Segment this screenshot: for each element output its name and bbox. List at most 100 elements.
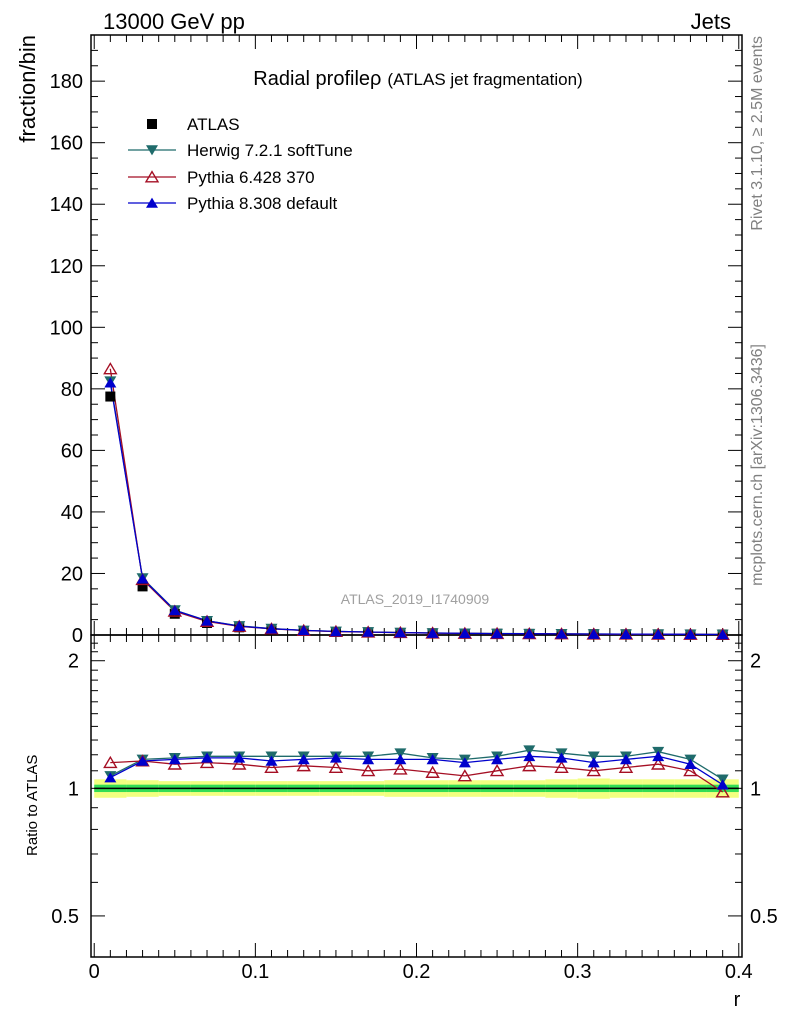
marker-triangle-down — [523, 745, 536, 756]
marker-triangle-up-open — [683, 763, 698, 777]
plot-title-symbol: ρ — [370, 68, 381, 90]
marker-triangle-up — [297, 754, 310, 765]
marker-triangle-up-open — [144, 170, 160, 183]
x-tick-label: 0.3 — [564, 961, 592, 983]
marker-triangle-up — [297, 624, 310, 636]
marker-triangle-up — [491, 754, 504, 765]
marker-triangle-up — [716, 629, 729, 640]
marker-triangle-up — [684, 628, 697, 640]
marker-triangle-down — [394, 748, 407, 759]
ratio-line-pythia6 — [110, 760, 724, 793]
marker-triangle-down — [146, 145, 158, 156]
marker-square — [137, 581, 148, 592]
marker-triangle-up — [265, 755, 278, 766]
marker-triangle-up — [652, 750, 665, 762]
plot-title: Radial profileρ (ATLAS jet fragmentation) — [253, 68, 582, 90]
marker-triangle-up — [523, 750, 536, 762]
marker-triangle-up-open — [425, 765, 440, 778]
marker-triangle-up — [201, 752, 214, 763]
y-tick-label-main: 80 — [61, 379, 83, 401]
marker-triangle-up — [491, 628, 504, 639]
marker-triangle-up — [233, 620, 246, 631]
marker-triangle-up-open — [554, 760, 569, 773]
x-tick-label: 0.4 — [725, 961, 753, 983]
marker-triangle-up-open — [360, 763, 376, 777]
y-tick-label-ratio-right: 2 — [750, 651, 761, 673]
marker-triangle-up-open — [650, 757, 666, 770]
y-tick-label-main: 180 — [50, 71, 83, 93]
marker-triangle-up — [104, 772, 117, 783]
x-tick-label: 0 — [89, 961, 100, 983]
header-energy-label: 13000 GeV pp — [103, 9, 245, 34]
marker-triangle-up — [362, 626, 375, 637]
header-process-label: Jets — [691, 9, 731, 34]
legend-label-pythia8: Pythia 8.308 default — [187, 194, 338, 213]
marker-triangle-up — [555, 628, 568, 639]
marker-triangle-up — [716, 779, 729, 790]
marker-triangle-up — [587, 628, 600, 639]
marker-triangle-down — [587, 751, 600, 762]
marker-triangle-up-open — [264, 760, 279, 773]
analysis-watermark: ATLAS_2019_I1740909 — [341, 591, 490, 607]
marker-triangle-up — [394, 627, 407, 638]
marker-triangle-up-open — [618, 760, 634, 773]
y-tick-label-main: 160 — [50, 133, 83, 155]
marker-triangle-up — [684, 758, 697, 770]
marker-triangle-up — [619, 754, 632, 765]
ratio-series — [103, 745, 730, 798]
x-tick-label: 0.1 — [241, 961, 269, 983]
y-tick-label-ratio-right: 0.5 — [750, 906, 778, 928]
plot-title-main: Radial profile — [253, 68, 370, 90]
y-tick-label-main: 20 — [61, 563, 83, 585]
ratio-y-axis-label: Ratio to ATLAS — [24, 755, 41, 856]
marker-triangle-up — [233, 752, 246, 763]
marker-triangle-up — [329, 626, 342, 637]
marker-triangle-up — [426, 754, 439, 765]
marker-triangle-up-open — [715, 785, 730, 798]
marker-triangle-up — [329, 752, 342, 763]
uncertainty-band — [94, 778, 739, 799]
marker-triangle-up — [587, 757, 600, 768]
marker-triangle-up — [458, 757, 471, 768]
mcplots-label: mcplots.cern.ch [arXiv:1306.3436] — [749, 344, 766, 586]
legend-label-herwig: Herwig 7.2.1 softTune — [187, 141, 353, 160]
marker-triangle-up-open — [296, 759, 311, 772]
y-tick-label-ratio: 1 — [68, 778, 79, 800]
marker-triangle-up — [362, 754, 375, 765]
marker-triangle-up — [619, 628, 632, 639]
ratio-line-pythia8 — [110, 755, 724, 786]
main-y-axis-label: fraction/bin — [15, 35, 40, 143]
plot-title-sub: (ATLAS jet fragmentation) — [387, 70, 582, 89]
marker-triangle-up — [555, 752, 568, 763]
legend-label-atlas: ATLAS — [187, 115, 240, 134]
marker-triangle-up — [426, 627, 439, 638]
marker-triangle-up — [652, 628, 665, 640]
marker-square — [147, 119, 157, 129]
marker-triangle-up-open — [393, 762, 408, 775]
marker-triangle-up-open — [522, 759, 537, 772]
marker-triangle-up-open — [457, 769, 473, 782]
marker-triangle-up — [168, 604, 181, 616]
y-tick-label-main: 140 — [50, 194, 83, 216]
legend-label-pythia6: Pythia 6.428 370 — [187, 168, 315, 187]
y-tick-label-main: 0 — [72, 625, 83, 647]
marker-triangle-up — [523, 628, 536, 639]
marker-triangle-up — [168, 754, 181, 765]
marker-triangle-up-open — [232, 757, 247, 770]
y-tick-label-main: 120 — [50, 256, 83, 278]
x-axis-label: r — [734, 989, 741, 1011]
marker-triangle-up — [146, 197, 158, 208]
marker-triangle-up — [104, 377, 117, 388]
marker-triangle-up-open — [489, 763, 505, 777]
marker-triangle-up — [136, 755, 149, 766]
ratio-line-herwig — [110, 749, 724, 780]
main-series — [103, 362, 730, 640]
marker-triangle-up-open — [328, 760, 344, 773]
x-tick-label: 0.2 — [403, 961, 431, 983]
marker-triangle-up — [136, 573, 149, 584]
marker-triangle-up — [394, 754, 407, 765]
marker-square — [105, 391, 116, 402]
legend: ATLAS Herwig 7.2.1 softTune Pythia 6.428 3… — [128, 115, 353, 213]
